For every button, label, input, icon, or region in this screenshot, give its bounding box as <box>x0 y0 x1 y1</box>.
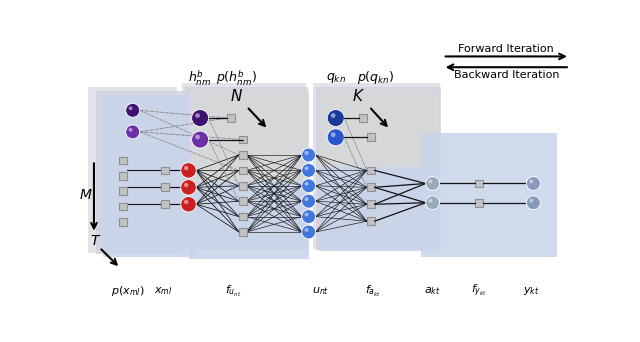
Circle shape <box>191 131 209 148</box>
Bar <box>186 87 308 250</box>
Bar <box>227 114 235 122</box>
Bar <box>319 90 439 167</box>
Bar <box>367 184 374 191</box>
Circle shape <box>305 151 308 155</box>
Circle shape <box>426 196 440 210</box>
Circle shape <box>301 225 316 239</box>
Bar <box>367 218 374 225</box>
Bar <box>367 200 374 208</box>
Text: $u_{nt}$: $u_{nt}$ <box>312 285 329 297</box>
Bar <box>189 90 308 182</box>
Bar <box>189 182 308 259</box>
Circle shape <box>327 109 344 127</box>
Circle shape <box>129 128 132 132</box>
Text: $N$: $N$ <box>230 89 243 104</box>
Circle shape <box>301 179 316 193</box>
Circle shape <box>305 213 308 216</box>
Circle shape <box>305 182 308 186</box>
Bar <box>161 184 169 191</box>
Text: $f_{y_{kt}}$: $f_{y_{kt}}$ <box>471 283 487 300</box>
Bar <box>239 228 246 236</box>
Bar <box>119 157 127 164</box>
Bar <box>119 187 127 195</box>
Circle shape <box>529 180 533 183</box>
Text: $M$: $M$ <box>79 188 93 202</box>
Circle shape <box>191 109 209 127</box>
Text: $y_{kt}$: $y_{kt}$ <box>524 285 540 297</box>
Bar <box>367 167 374 174</box>
Text: $T$: $T$ <box>90 234 101 248</box>
Text: $h_{nm}^b$: $h_{nm}^b$ <box>188 68 212 88</box>
Circle shape <box>327 129 344 146</box>
Circle shape <box>426 176 440 190</box>
Circle shape <box>429 180 433 183</box>
Text: Forward Iteration: Forward Iteration <box>458 44 554 54</box>
Bar <box>119 218 127 226</box>
Bar <box>476 199 483 207</box>
Circle shape <box>184 200 188 204</box>
Circle shape <box>526 196 540 210</box>
Circle shape <box>301 148 316 162</box>
Bar <box>239 182 246 190</box>
Bar <box>359 114 367 122</box>
Bar <box>239 197 246 205</box>
Text: $p(q_{kn})$: $p(q_{kn})$ <box>357 69 395 87</box>
Bar <box>239 151 246 159</box>
Circle shape <box>195 135 200 140</box>
Text: Backward Iteration: Backward Iteration <box>454 69 559 80</box>
Circle shape <box>331 113 335 118</box>
Bar <box>103 95 195 256</box>
Bar <box>421 133 557 256</box>
Bar <box>476 180 483 187</box>
Text: $p(x_{ml})$: $p(x_{ml})$ <box>111 284 145 298</box>
Bar <box>319 167 439 251</box>
Circle shape <box>129 106 132 110</box>
Text: $a_{kt}$: $a_{kt}$ <box>424 285 441 297</box>
Bar <box>88 87 177 253</box>
Circle shape <box>180 180 196 195</box>
Circle shape <box>180 197 196 212</box>
Bar <box>161 200 169 208</box>
Bar <box>239 136 246 143</box>
Text: $f_{a_{kt}}$: $f_{a_{kt}}$ <box>365 284 381 299</box>
Bar <box>312 83 440 249</box>
Bar <box>119 203 127 210</box>
Circle shape <box>125 103 140 117</box>
Circle shape <box>305 197 308 201</box>
Circle shape <box>331 132 335 137</box>
Circle shape <box>184 183 188 187</box>
Circle shape <box>429 199 433 202</box>
Bar <box>182 83 307 249</box>
Bar <box>239 213 246 221</box>
Bar <box>119 172 127 180</box>
Text: $q_{kn}$: $q_{kn}$ <box>326 71 346 85</box>
Bar <box>95 91 184 254</box>
Circle shape <box>526 176 540 190</box>
Circle shape <box>195 113 200 118</box>
Circle shape <box>184 166 188 170</box>
Circle shape <box>529 199 533 202</box>
Text: $x_{ml}$: $x_{ml}$ <box>154 285 173 297</box>
Circle shape <box>301 163 316 177</box>
Circle shape <box>180 163 196 178</box>
Text: $f_{u_{nt}}$: $f_{u_{nt}}$ <box>225 284 242 299</box>
Bar <box>367 133 374 141</box>
Text: $p(h_{nm}^b)$: $p(h_{nm}^b)$ <box>216 68 257 88</box>
Circle shape <box>301 194 316 208</box>
Bar <box>316 87 441 250</box>
Circle shape <box>305 228 308 232</box>
Text: $K$: $K$ <box>353 89 365 104</box>
Circle shape <box>301 210 316 224</box>
Bar <box>161 167 169 174</box>
Bar <box>239 167 246 174</box>
Circle shape <box>125 125 140 139</box>
Circle shape <box>305 166 308 170</box>
